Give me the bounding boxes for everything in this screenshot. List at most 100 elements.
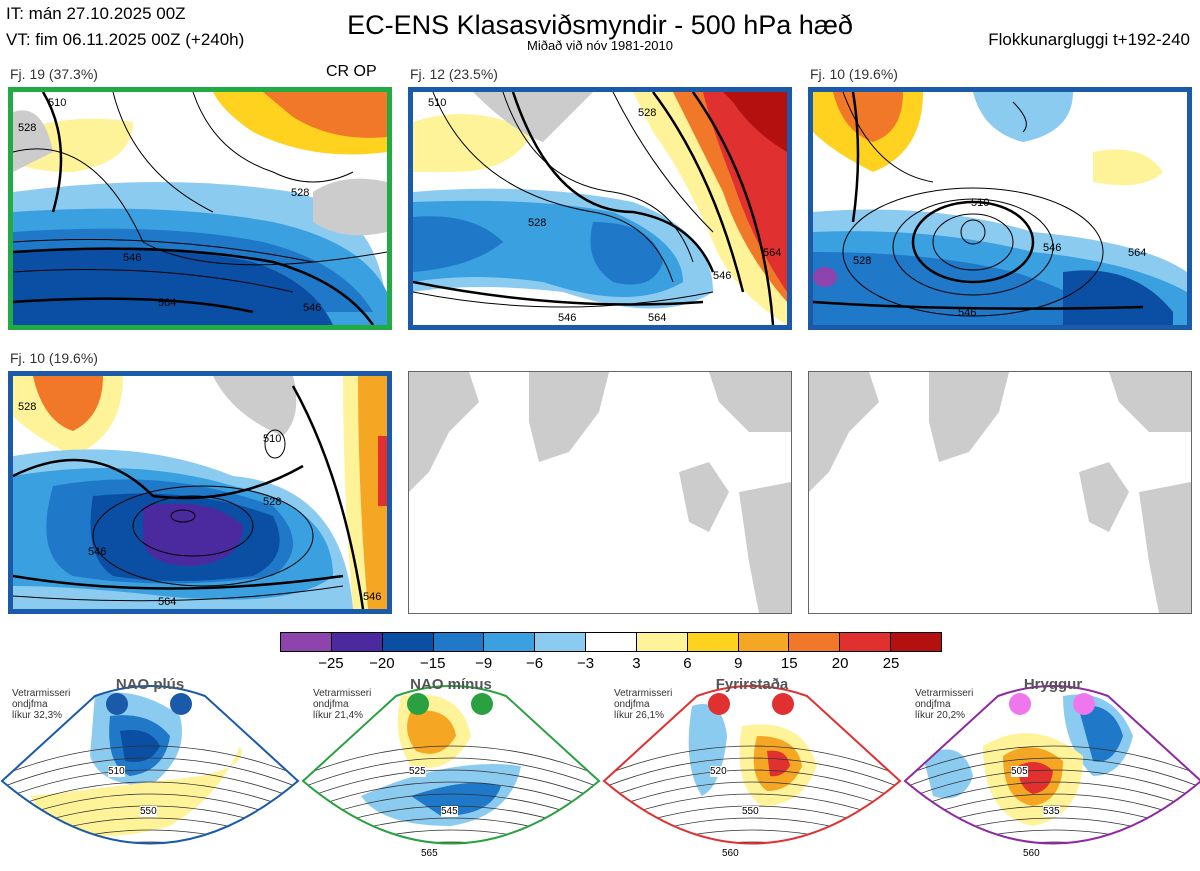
regime-marker-dot [1073,693,1095,715]
contour-label: 546 [303,302,322,314]
classification-window: Flokkunargluggi t+192-240 [988,30,1190,49]
contour-label: 550 [140,806,157,817]
regime-info-line: Vetrarmisseri [614,688,673,699]
regime-marker-dot [471,693,493,715]
colorbar-tick: −9 [475,655,493,672]
contour-label: 550 [742,806,759,817]
colorbar-tick: 3 [632,655,641,672]
contour-label: 545 [441,806,458,817]
panel-4-label: Fj. 10 (19.6%) [10,350,98,366]
cluster-map-4 [8,371,392,614]
regime-1: NAO mínus Vetrarmisseri ondjfma líkur 21,4%… [301,676,601,871]
contour-label: 546 [1043,242,1062,254]
colorbar-swatch [738,633,790,651]
colorbar-swatch [789,633,841,651]
colorbar-tick: 6 [683,655,692,672]
empty-map-6 [808,371,1192,614]
contour-label: 546 [88,546,107,558]
colorbar-swatch [535,633,587,651]
regime-info-line: Vetrarmisseri [915,688,974,699]
colorbar-tick: −20 [369,655,395,672]
colorbar-tick: −6 [526,655,544,672]
contour-label: 560 [1023,848,1040,859]
regime-info-line: ondjfma [915,699,951,710]
colorbar-tick: 9 [734,655,743,672]
regime-info: Vetrarmisseri ondjfma líkur 26,1% [614,688,672,721]
panel-1-label: Fj. 19 (37.3%) [10,66,98,82]
regime-marker-dot [1009,693,1031,715]
contour-label: 564 [763,247,782,259]
colorbar-swatch [840,633,892,651]
regime-name: Fyrirstaða [715,676,789,693]
regime-border [0,685,300,845]
regime-marker-dot [170,693,192,715]
contour-label: 525 [409,766,426,777]
colorbar-swatch [281,633,332,651]
regime-marker-dot [407,693,429,715]
init-time: IT: mán 27.10.2025 00Z [6,4,186,23]
contour-label: 564 [158,297,177,309]
regime-info-line: ondjfma [313,699,349,710]
colorbar-swatch [891,633,941,651]
contour-label: 520 [710,766,727,777]
cluster-map-1 [8,87,392,330]
contour-label: 528 [528,217,547,229]
regime-3: Hryggur Vetrarmisseri ondjfma líkur 20,2% 50… [903,676,1200,871]
page-subtitle: Miðað við nóv 1981-2010 [527,38,673,53]
panel-2-label: Fj. 12 (23.5%) [410,66,498,82]
regime-name: NAO plús [115,676,185,693]
regime-border [602,685,902,845]
regime-info-line: ondjfma [12,699,48,710]
colorbar-tick: −3 [576,655,595,672]
regime-marker-dot [708,693,730,715]
contour-label: 528 [18,401,37,413]
colorbar-tick: 15 [780,655,798,672]
colorbar-swatch [484,633,536,651]
contour-label: 510 [108,766,125,777]
regime-border [301,685,601,845]
contour-label: 564 [1128,247,1147,259]
cluster-map-3 [808,87,1192,330]
colorbar-swatch [382,633,434,651]
regime-info-line: Vetrarmisseri [313,688,372,699]
contour-label: 528 [638,107,657,119]
contour-label: 528 [291,187,310,199]
contour-label: 546 [123,252,142,264]
regime-2: Fyrirstaða Vetrarmisseri ondjfma líkur 26,1… [602,676,902,871]
regime-name: NAO mínus [410,676,492,693]
regime-info-line: líkur 21,4% [313,710,364,721]
colorbar-swatch [433,633,485,651]
regime-info: Vetrarmisseri ondjfma líkur 21,4% [313,688,371,721]
contour-label: 560 [722,848,739,859]
colorbar-tick: 25 [882,655,900,672]
regime-border [903,685,1200,845]
colorbar-tick: −25 [318,655,344,672]
colorbar [280,632,942,652]
contour-label: 510 [971,197,990,209]
contour-label: 546 [958,307,977,319]
regime-info-line: líkur 26,1% [614,710,665,721]
contour-label: 528 [263,496,282,508]
contour-label: 528 [18,122,37,134]
colorbar-swatch [636,633,688,651]
regime-info-line: líkur 20,2% [915,710,966,721]
contour-label: 528 [853,255,872,267]
regime-info-line: líkur 32,3% [12,710,63,721]
contour-label: 564 [158,596,177,608]
colorbar-swatch [586,633,637,651]
regime-marker-dot [106,693,128,715]
contour-label: 505 [1011,766,1028,777]
contour-label: 546 [713,270,732,282]
contour-label: 565 [421,848,438,859]
colorbar-swatch [687,633,739,651]
regime-info: Vetrarmisseri ondjfma líkur 32,3% [12,688,70,721]
regime-info-line: Vetrarmisseri [12,688,71,699]
regime-0: NAO plús Vetrarmisseri ondjfma líkur 32,3% 5… [0,676,300,871]
page-title: EC-ENS Klasasviðsmyndir - 500 hPa hæð [347,10,853,40]
panel-1-tag: CR OP [326,63,377,80]
regime-marker-dot [772,693,794,715]
contour-label: 564 [648,312,667,324]
cluster-map-2 [408,87,792,330]
colorbar-tick: −15 [420,655,446,672]
contour-label: 546 [558,312,577,324]
